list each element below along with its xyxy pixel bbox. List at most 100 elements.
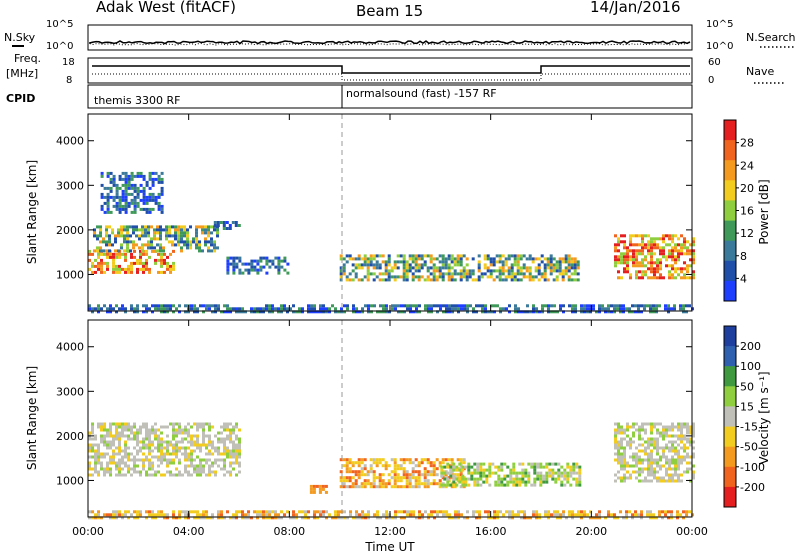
freq-label: Freq. [14, 52, 41, 65]
data-region-3 [213, 221, 241, 230]
sky-panel: N.Sky 10^5 10^0 10^5 10^0 N.Search [4, 19, 796, 52]
colorbar-swatch [724, 386, 736, 407]
power-colorbar: 4 8 12 16 20 24 28 [723, 119, 754, 302]
cpid-label: CPID [6, 92, 35, 105]
colorbar-swatch [724, 160, 736, 181]
date-title: 14/Jan/2016 [590, 0, 681, 16]
x-tick-label: 16:00 [475, 525, 507, 538]
y-tick-label: 1000 [56, 268, 84, 281]
colorbar-tick-label: -100 [740, 461, 765, 474]
data-region-2 [100, 171, 164, 214]
colorbar-tick-label: 100 [740, 360, 761, 373]
colorbar-tick-label: 4 [740, 272, 747, 285]
colorbar-swatch [724, 486, 736, 508]
y-tick-label: 4000 [56, 341, 84, 354]
freq-right-tick-top: 60 [708, 57, 721, 68]
power-colorbar-label: Power [dB] [757, 179, 771, 244]
nave-label: Nave [746, 65, 774, 78]
nsky-series [89, 40, 691, 45]
x-tick-label: 00:00 [676, 525, 708, 538]
y-tick-label: 2000 [56, 224, 84, 237]
y-tick-label: 3000 [56, 179, 84, 192]
colorbar-swatch [724, 466, 736, 488]
data-region-5 [88, 510, 694, 520]
velocity-ylabel: Slant Range [km] [25, 366, 39, 470]
velocity-x-axis: 00:00 04:00 08:00 12:00 16:00 20:00 00:00 [72, 525, 708, 538]
freq-panel: Freq. [MHz] 18 8 60 0 Nave [6, 52, 784, 86]
sky-left-tick-bottom: 10^0 [46, 41, 73, 52]
freq-unit-label: [MHz] [6, 67, 38, 80]
colorbar-swatch [724, 326, 736, 347]
power-panel: 1000 2000 3000 4000 Slant Range [km] 4 8 12 16… [25, 113, 771, 314]
colorbar-tick-label: -200 [740, 481, 765, 494]
freq-series [92, 65, 690, 74]
sky-right-tick-bottom: 10^0 [706, 41, 733, 52]
data-region-7 [88, 304, 694, 314]
y-tick-label: 2000 [56, 430, 84, 443]
colorbar-swatch [724, 346, 736, 367]
freq-left-tick-top: 18 [62, 57, 75, 68]
data-region-1 [93, 225, 219, 253]
cpid-segment-1: themis 3300 RF [94, 94, 181, 107]
colorbar-swatch [724, 366, 736, 387]
x-tick-label: 20:00 [575, 525, 607, 538]
velocity-data [88, 422, 695, 520]
velocity-y-axis: 1000 2000 3000 4000 [56, 320, 693, 517]
nsky-label: N.Sky [4, 31, 36, 44]
colorbar-swatch [724, 260, 736, 282]
colorbar-tick-label: 15 [740, 400, 754, 413]
site-title: Adak West (fitACF) [96, 0, 236, 16]
data-region-5 [339, 254, 580, 282]
colorbar-tick-label: -15 [740, 421, 758, 434]
colorbar-swatch [724, 180, 736, 201]
colorbar-tick-label: 12 [740, 227, 754, 240]
y-tick-label: 3000 [56, 385, 84, 398]
colorbar-swatch [724, 240, 736, 262]
freq-right-tick-bottom: 0 [708, 75, 714, 86]
power-data [88, 171, 695, 314]
colorbar-swatch [724, 220, 736, 242]
x-tick-label: 08:00 [273, 525, 305, 538]
x-tick-label: 12:00 [374, 525, 406, 538]
colorbar-swatch [724, 120, 736, 141]
sky-left-tick-top: 10^5 [46, 19, 73, 30]
colorbar-tick-label: 24 [740, 159, 754, 172]
nsearch-label: N.Search [746, 31, 796, 44]
beam-title: Beam 15 [356, 2, 423, 20]
cpid-panel: CPID themis 3300 RF normalsound (fast) -… [6, 84, 693, 109]
x-tick-label: 04:00 [173, 525, 205, 538]
colorbar-swatch [724, 280, 736, 302]
colorbar-swatch [724, 140, 736, 161]
colorbar-tick-label: 8 [740, 250, 747, 263]
power-y-axis: 1000 2000 3000 4000 [56, 114, 693, 311]
freq-left-tick-bottom: 8 [66, 75, 72, 86]
x-tick-label: 00:00 [72, 525, 104, 538]
colorbar-swatch [724, 200, 736, 221]
colorbar-frame [723, 325, 737, 508]
data-region-6 [614, 234, 695, 280]
colorbar-tick-label: 16 [740, 205, 754, 218]
velocity-colorbar: 200 100 50 15 -15 -50 -100 -200 [723, 325, 765, 508]
colorbar-tick-label: 50 [740, 380, 754, 393]
colorbar-tick-label: 200 [740, 340, 761, 353]
data-region-4 [614, 422, 695, 483]
colorbar-tick-label: 28 [740, 137, 754, 150]
cpid-segment-2: normalsound (fast) -157 RF [346, 87, 497, 100]
data-region-0 [88, 422, 241, 477]
y-tick-label: 4000 [56, 135, 84, 148]
sky-right-tick-top: 10^5 [706, 19, 733, 30]
y-tick-label: 1000 [56, 474, 84, 487]
velocity-xlabel: Time UT [364, 540, 415, 554]
data-region-3 [440, 462, 582, 487]
data-region-4 [226, 256, 290, 275]
power-ylabel: Slant Range [km] [25, 160, 39, 264]
velocity-colorbar-label: Velocity [m s⁻¹] [757, 371, 771, 464]
nave-series [92, 73, 690, 81]
data-region-1 [309, 484, 328, 494]
colorbar-swatch [724, 446, 736, 468]
colorbar-swatch [724, 406, 736, 427]
colorbar-tick-label: 20 [740, 182, 754, 195]
colorbar-swatch [724, 426, 736, 448]
